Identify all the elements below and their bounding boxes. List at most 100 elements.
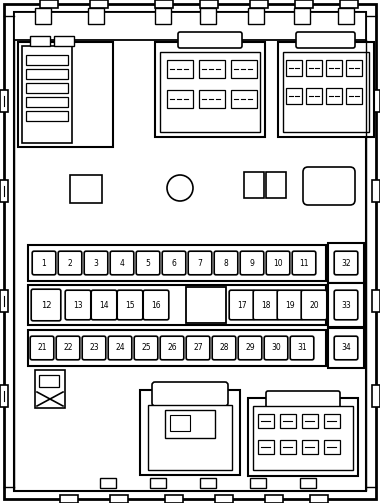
Text: 4: 4 <box>120 259 124 268</box>
Bar <box>302 440 318 454</box>
Bar <box>248 398 358 476</box>
FancyBboxPatch shape <box>301 290 327 320</box>
Text: 5: 5 <box>146 259 150 268</box>
FancyBboxPatch shape <box>303 167 355 205</box>
FancyBboxPatch shape <box>84 251 108 275</box>
Bar <box>155 0 173 8</box>
Text: 25: 25 <box>141 344 151 353</box>
FancyBboxPatch shape <box>188 251 212 275</box>
Bar <box>110 495 128 503</box>
Bar <box>186 287 226 323</box>
Bar <box>253 406 353 470</box>
FancyBboxPatch shape <box>264 336 288 360</box>
FancyBboxPatch shape <box>292 251 316 275</box>
FancyBboxPatch shape <box>229 290 255 320</box>
Text: 11: 11 <box>299 259 309 268</box>
Text: 34: 34 <box>341 344 351 353</box>
FancyBboxPatch shape <box>296 32 355 48</box>
Text: 6: 6 <box>171 259 176 268</box>
FancyBboxPatch shape <box>186 336 210 360</box>
Bar <box>372 385 380 407</box>
Bar <box>346 60 362 76</box>
Text: 27: 27 <box>193 344 203 353</box>
Bar <box>35 370 65 408</box>
Bar <box>215 495 233 503</box>
Bar <box>326 60 342 76</box>
Text: 19: 19 <box>285 300 295 309</box>
Bar <box>280 440 296 454</box>
FancyBboxPatch shape <box>30 336 54 360</box>
Bar <box>200 478 216 488</box>
FancyBboxPatch shape <box>136 251 160 275</box>
Bar <box>310 495 328 503</box>
Bar <box>286 88 302 104</box>
Text: 20: 20 <box>309 300 319 309</box>
Circle shape <box>167 175 193 201</box>
FancyBboxPatch shape <box>238 336 262 360</box>
Bar <box>199 60 225 78</box>
Text: 13: 13 <box>73 300 83 309</box>
FancyBboxPatch shape <box>240 251 264 275</box>
Text: 28: 28 <box>219 344 229 353</box>
Bar <box>39 375 59 387</box>
Bar <box>28 285 326 325</box>
Bar <box>258 440 274 454</box>
Bar <box>326 88 342 104</box>
Bar <box>26 97 68 107</box>
Bar <box>60 495 78 503</box>
Bar <box>150 478 166 488</box>
FancyBboxPatch shape <box>108 336 132 360</box>
FancyBboxPatch shape <box>162 251 186 275</box>
Text: 30: 30 <box>271 344 281 353</box>
FancyBboxPatch shape <box>334 336 358 360</box>
Bar <box>306 60 322 76</box>
Bar <box>258 414 274 428</box>
Text: 9: 9 <box>250 259 255 268</box>
Text: 8: 8 <box>223 259 228 268</box>
Bar <box>167 90 193 108</box>
Bar <box>200 0 218 8</box>
Bar <box>0 385 8 407</box>
Text: 12: 12 <box>41 300 51 309</box>
Bar <box>54 36 74 46</box>
Text: 21: 21 <box>37 344 47 353</box>
FancyBboxPatch shape <box>91 290 117 320</box>
Bar <box>26 111 68 121</box>
Text: 18: 18 <box>261 300 271 309</box>
FancyBboxPatch shape <box>266 391 340 409</box>
Text: 24: 24 <box>115 344 125 353</box>
Text: 31: 31 <box>297 344 307 353</box>
Bar <box>0 290 8 312</box>
Bar <box>300 478 316 488</box>
FancyBboxPatch shape <box>143 290 169 320</box>
Bar <box>328 328 364 368</box>
Text: 1: 1 <box>42 259 46 268</box>
FancyBboxPatch shape <box>65 290 91 320</box>
Text: 2: 2 <box>68 259 72 268</box>
FancyBboxPatch shape <box>117 290 143 320</box>
Bar <box>155 42 265 137</box>
FancyBboxPatch shape <box>334 251 358 275</box>
Bar <box>286 60 302 76</box>
Bar <box>0 180 8 202</box>
Bar <box>244 172 264 198</box>
Text: 29: 29 <box>245 344 255 353</box>
Bar <box>165 495 183 503</box>
Bar <box>280 414 296 428</box>
Text: 32: 32 <box>341 259 351 268</box>
Bar <box>26 69 68 79</box>
Bar <box>372 290 380 312</box>
FancyBboxPatch shape <box>214 251 238 275</box>
FancyBboxPatch shape <box>58 251 82 275</box>
Text: 22: 22 <box>63 344 73 353</box>
Text: 10: 10 <box>273 259 283 268</box>
FancyBboxPatch shape <box>277 290 303 320</box>
Bar <box>148 405 232 470</box>
FancyBboxPatch shape <box>334 290 358 320</box>
Bar <box>265 495 283 503</box>
Bar <box>199 90 225 108</box>
Bar <box>100 478 116 488</box>
Bar <box>372 180 380 202</box>
Text: 3: 3 <box>93 259 98 268</box>
Bar <box>18 42 113 147</box>
